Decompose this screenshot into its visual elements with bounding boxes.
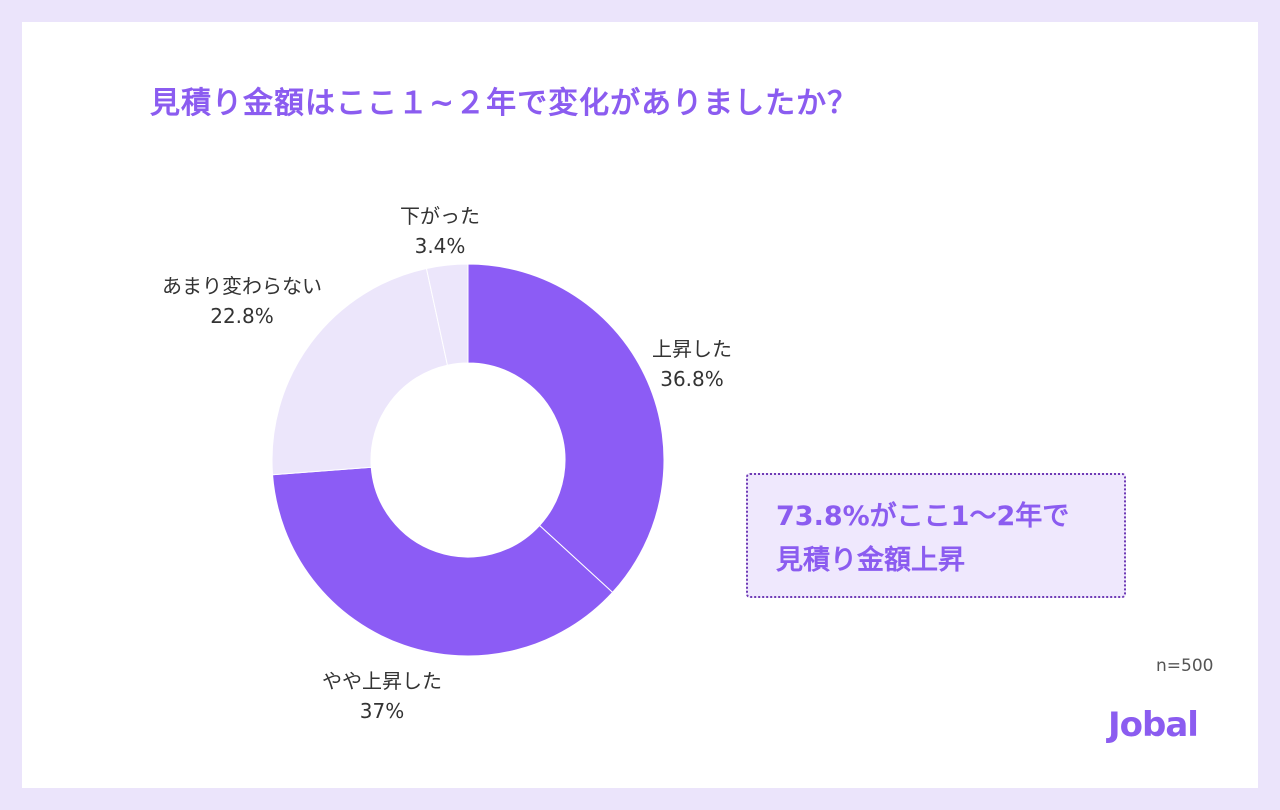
label-decreased: 下がった 3.4% <box>400 201 480 261</box>
callout-line-1: 73.8%がここ1〜2年で <box>776 501 1070 532</box>
label-slightly-rose-name: やや上昇した <box>322 669 442 693</box>
label-slightly-rose: やや上昇した 37% <box>322 666 442 726</box>
slice-decreased <box>425 263 469 366</box>
chart-title: 見積り金額はここ１~２年で変化がありましたか？ <box>150 86 859 121</box>
label-decreased-name: 下がった <box>400 204 480 228</box>
label-unchanged-name: あまり変わらない <box>162 274 322 298</box>
sample-size: n=500 <box>1156 656 1214 676</box>
callout-line-2: 見積り金額上昇 <box>776 545 965 576</box>
label-rose-name: 上昇した <box>652 337 732 361</box>
label-unchanged-value: 22.8% <box>210 304 274 328</box>
label-rose-value: 36.8% <box>660 367 724 391</box>
label-decreased-value: 3.4% <box>414 234 466 258</box>
label-rose: 上昇した 36.8% <box>652 334 732 394</box>
slice-slightly-rose <box>272 466 614 657</box>
summary-callout: 73.8%がここ1〜2年で 見積り金額上昇 <box>746 473 1126 598</box>
slice-rose <box>467 263 665 594</box>
label-unchanged: あまり変わらない 22.8% <box>162 271 322 331</box>
jobal-logo: Jobal <box>1108 705 1199 745</box>
slice-unchanged <box>271 267 449 476</box>
label-slightly-rose-value: 37% <box>359 699 405 723</box>
